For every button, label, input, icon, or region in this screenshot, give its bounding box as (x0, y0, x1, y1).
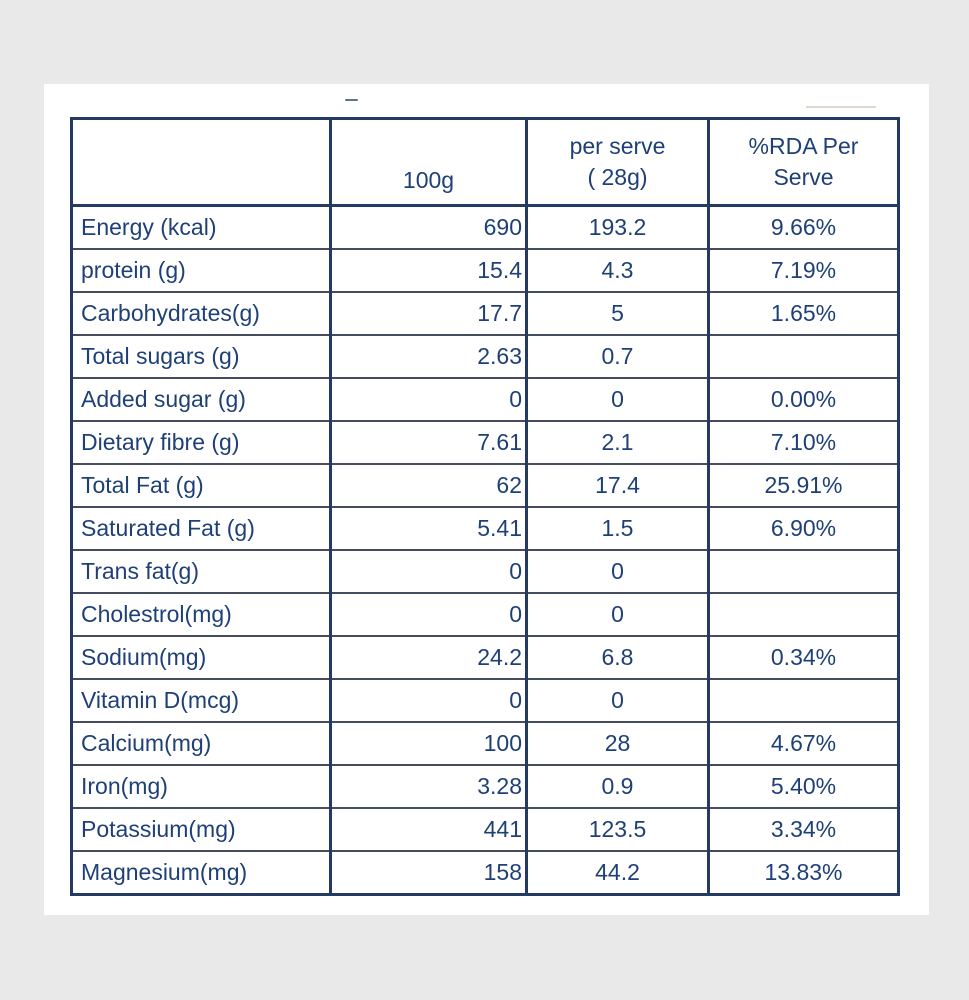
table-row: protein (g) 15.4 4.3 7.19% (70, 248, 900, 293)
table-row: Cholestrol(mg) 0 0 (70, 592, 900, 637)
nutrition-facts-table: 100g per serve ( 28g) %RDA Per Serve Ene… (70, 117, 900, 896)
table-row: Energy (kcal) 690 193.2 9.66% (70, 204, 900, 250)
value-rda-per-serve: 9.66% (707, 204, 900, 250)
value-per-serve: 0 (525, 377, 710, 422)
table-row: Potassium(mg) 441 123.5 3.34% (70, 807, 900, 852)
header-per-serve: per serve ( 28g) (525, 117, 710, 207)
value-per-serve: 193.2 (525, 204, 710, 250)
value-per-serve: 2.1 (525, 420, 710, 465)
value-rda-per-serve: 0.34% (707, 635, 900, 680)
table-row: Iron(mg) 3.28 0.9 5.40% (70, 764, 900, 809)
value-rda-per-serve: 7.19% (707, 248, 900, 293)
nutrient-label: Dietary fibre (g) (70, 420, 332, 465)
value-per-serve: 6.8 (525, 635, 710, 680)
nutrient-label: Added sugar (g) (70, 377, 332, 422)
header-blank-cell (70, 117, 332, 207)
value-rda-per-serve: 13.83% (707, 850, 900, 896)
value-rda-per-serve: 5.40% (707, 764, 900, 809)
table-row: Magnesium(mg) 158 44.2 13.83% (70, 850, 900, 896)
value-per-serve: 0 (525, 592, 710, 637)
value-per-serve: 0.7 (525, 334, 710, 379)
nutrient-label: protein (g) (70, 248, 332, 293)
table-row: Calcium(mg) 100 28 4.67% (70, 721, 900, 766)
value-per-serve: 4.3 (525, 248, 710, 293)
nutrient-label: Vitamin D(mcg) (70, 678, 332, 723)
nutrient-label: Trans fat(g) (70, 549, 332, 594)
value-per-100g: 100 (329, 721, 528, 766)
nutrient-label: Energy (kcal) (70, 204, 332, 250)
value-rda-per-serve: 4.67% (707, 721, 900, 766)
nutrient-label: Total Fat (g) (70, 463, 332, 508)
value-per-100g: 0 (329, 549, 528, 594)
value-rda-per-serve (707, 334, 900, 379)
value-per-100g: 15.4 (329, 248, 528, 293)
value-per-100g: 24.2 (329, 635, 528, 680)
nutrient-label: Carbohydrates(g) (70, 291, 332, 336)
value-per-serve: 0.9 (525, 764, 710, 809)
table-header: 100g per serve ( 28g) %RDA Per Serve (70, 117, 900, 207)
value-per-100g: 0 (329, 377, 528, 422)
header-per-serve-line2: ( 28g) (587, 164, 648, 190)
value-per-100g: 0 (329, 678, 528, 723)
value-rda-per-serve: 0.00% (707, 377, 900, 422)
value-rda-per-serve (707, 592, 900, 637)
nutrient-label: Magnesium(mg) (70, 850, 332, 896)
value-per-serve: 1.5 (525, 506, 710, 551)
nutrition-label-card: 100g per serve ( 28g) %RDA Per Serve Ene… (44, 84, 929, 915)
value-per-100g: 17.7 (329, 291, 528, 336)
header-rda-line1: %RDA Per (748, 133, 859, 159)
value-per-100g: 690 (329, 204, 528, 250)
value-per-serve: 123.5 (525, 807, 710, 852)
table-row: Sodium(mg) 24.2 6.8 0.34% (70, 635, 900, 680)
value-per-100g: 0 (329, 592, 528, 637)
header-per-100g: 100g (329, 117, 528, 207)
nutrient-label: Iron(mg) (70, 764, 332, 809)
value-rda-per-serve (707, 549, 900, 594)
value-rda-per-serve: 3.34% (707, 807, 900, 852)
value-per-serve: 28 (525, 721, 710, 766)
table-body: Energy (kcal) 690 193.2 9.66% protein (g… (70, 204, 900, 896)
table-row: Vitamin D(mcg) 0 0 (70, 678, 900, 723)
table-row: Saturated Fat (g) 5.41 1.5 6.90% (70, 506, 900, 551)
stray-mark-line (806, 106, 876, 108)
nutrient-label: Calcium(mg) (70, 721, 332, 766)
header-rda-line2: Serve (773, 164, 834, 190)
value-per-serve: 44.2 (525, 850, 710, 896)
value-rda-per-serve: 25.91% (707, 463, 900, 508)
value-rda-per-serve: 7.10% (707, 420, 900, 465)
value-per-serve: 5 (525, 291, 710, 336)
nutrient-label: Cholestrol(mg) (70, 592, 332, 637)
nutrient-label: Potassium(mg) (70, 807, 332, 852)
table-row: Total Fat (g) 62 17.4 25.91% (70, 463, 900, 508)
value-per-100g: 3.28 (329, 764, 528, 809)
stray-mark-dash (345, 99, 358, 101)
value-per-100g: 62 (329, 463, 528, 508)
nutrient-label: Saturated Fat (g) (70, 506, 332, 551)
nutrient-label: Total sugars (g) (70, 334, 332, 379)
header-row: 100g per serve ( 28g) %RDA Per Serve (70, 117, 900, 207)
table-row: Dietary fibre (g) 7.61 2.1 7.10% (70, 420, 900, 465)
value-per-serve: 0 (525, 549, 710, 594)
table-row: Carbohydrates(g) 17.7 5 1.65% (70, 291, 900, 336)
header-rda-per-serve: %RDA Per Serve (707, 117, 900, 207)
table-row: Trans fat(g) 0 0 (70, 549, 900, 594)
value-per-100g: 2.63 (329, 334, 528, 379)
nutrient-label: Sodium(mg) (70, 635, 332, 680)
value-per-100g: 441 (329, 807, 528, 852)
value-per-serve: 0 (525, 678, 710, 723)
table-row: Added sugar (g) 0 0 0.00% (70, 377, 900, 422)
value-per-100g: 158 (329, 850, 528, 896)
table-row: Total sugars (g) 2.63 0.7 (70, 334, 900, 379)
value-per-100g: 7.61 (329, 420, 528, 465)
header-per-serve-line1: per serve (569, 133, 666, 159)
value-rda-per-serve: 1.65% (707, 291, 900, 336)
value-per-serve: 17.4 (525, 463, 710, 508)
value-rda-per-serve (707, 678, 900, 723)
value-rda-per-serve: 6.90% (707, 506, 900, 551)
value-per-100g: 5.41 (329, 506, 528, 551)
